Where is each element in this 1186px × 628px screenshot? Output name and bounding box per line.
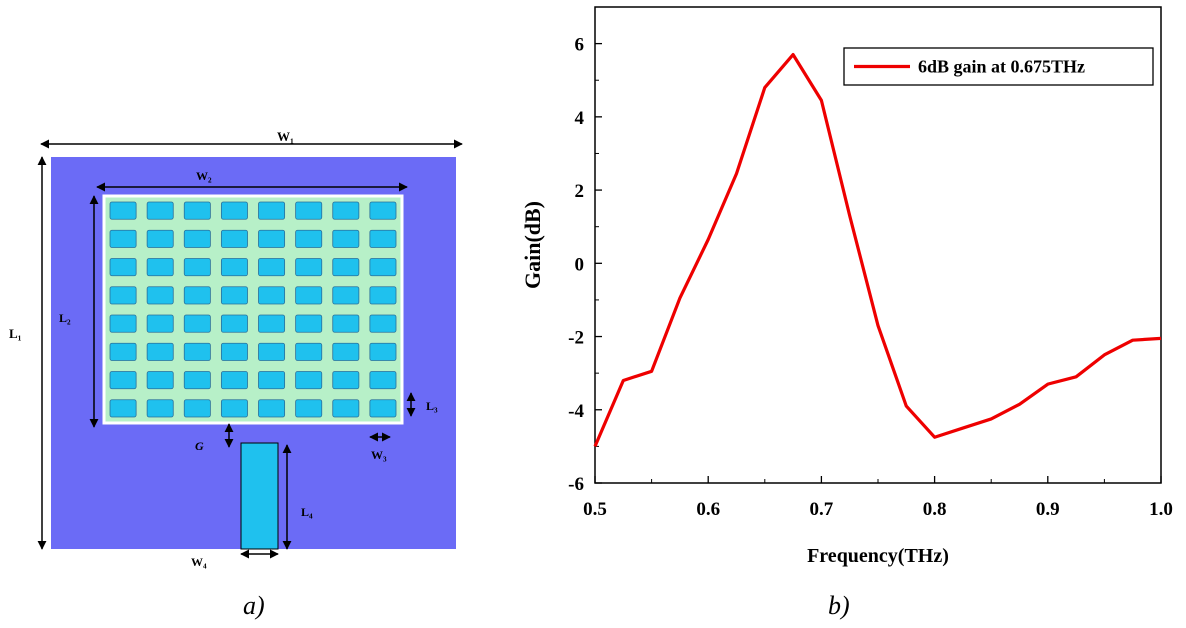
y-axis-label: Gain(dB) bbox=[520, 201, 545, 289]
patch-cell bbox=[258, 371, 286, 390]
patch-cell bbox=[146, 371, 174, 390]
patch-cell bbox=[109, 371, 137, 390]
patch-cell bbox=[332, 314, 360, 333]
patch-cell bbox=[109, 342, 137, 361]
patch-cell bbox=[183, 258, 211, 277]
l4-label: L₄ bbox=[301, 505, 313, 519]
y-tick-label: 2 bbox=[575, 181, 585, 202]
x-tick-label: 0.9 bbox=[1036, 499, 1060, 520]
patch-cell bbox=[258, 342, 286, 361]
y-tick-label: 4 bbox=[575, 108, 585, 129]
patch-cell bbox=[183, 342, 211, 361]
patch-cell bbox=[183, 399, 211, 418]
patch-cell bbox=[109, 258, 137, 277]
patch-cell bbox=[146, 314, 174, 333]
patch-cell bbox=[220, 258, 248, 277]
patch-cell bbox=[295, 229, 323, 248]
feed-line bbox=[240, 442, 279, 550]
patch-cell bbox=[332, 342, 360, 361]
patch-cell bbox=[220, 286, 248, 305]
patch-cell bbox=[109, 229, 137, 248]
patch-cell bbox=[332, 258, 360, 277]
patch-cell bbox=[146, 201, 174, 220]
y-tick-label: -4 bbox=[568, 401, 584, 422]
patch-cell bbox=[332, 371, 360, 390]
patch-cell bbox=[109, 399, 137, 418]
patch-cell-grid bbox=[109, 201, 397, 418]
g-label: G bbox=[195, 439, 204, 453]
patch-cell bbox=[369, 371, 397, 390]
patch-cell bbox=[220, 314, 248, 333]
patch-cell bbox=[369, 201, 397, 220]
patch-cell bbox=[183, 286, 211, 305]
x-tick-label: 1.0 bbox=[1149, 499, 1173, 520]
patch-cell bbox=[258, 286, 286, 305]
legend-label: 6dB gain at 0.675THz bbox=[918, 57, 1085, 77]
patch-cell bbox=[369, 342, 397, 361]
y-tick-label: 0 bbox=[575, 254, 585, 275]
patch-cell bbox=[258, 201, 286, 220]
patch-cell bbox=[146, 229, 174, 248]
patch-cell bbox=[183, 229, 211, 248]
patch-cell bbox=[183, 371, 211, 390]
patch-cell bbox=[220, 371, 248, 390]
patch-cell bbox=[369, 399, 397, 418]
patch-cell bbox=[109, 201, 137, 220]
patch-cell bbox=[146, 342, 174, 361]
x-tick-label: 0.6 bbox=[696, 499, 720, 520]
patch-cell bbox=[295, 314, 323, 333]
antenna-diagram: W₁ L₁ W₂ L₂ L₃ G W₃ L₄ W₄ bbox=[9, 129, 463, 569]
patch-cell bbox=[295, 258, 323, 277]
series-line bbox=[593, 52, 1162, 448]
patch-cell bbox=[332, 286, 360, 305]
patch-cell bbox=[109, 286, 137, 305]
w1-label: W₁ bbox=[277, 129, 294, 144]
w3-label: W₃ bbox=[371, 448, 387, 462]
patch-cell bbox=[295, 399, 323, 418]
patch-cell bbox=[220, 399, 248, 418]
w4-label: W₄ bbox=[191, 555, 207, 569]
y-tick-label: -6 bbox=[568, 474, 584, 495]
patch-cell bbox=[258, 258, 286, 277]
w2-label: W₂ bbox=[196, 169, 212, 183]
patch-cell bbox=[332, 399, 360, 418]
l1-label: L₁ bbox=[9, 326, 22, 341]
x-tick-label: 0.8 bbox=[923, 499, 947, 520]
x-tick-label: 0.5 bbox=[583, 499, 607, 520]
patch-cell bbox=[258, 314, 286, 333]
panel-a-caption: a) bbox=[243, 591, 265, 620]
patch-cell bbox=[146, 286, 174, 305]
patch-cell bbox=[258, 399, 286, 418]
patch-cell bbox=[295, 371, 323, 390]
panel-b-caption: b) bbox=[828, 591, 850, 620]
patch-cell bbox=[146, 258, 174, 277]
patch-cell bbox=[220, 201, 248, 220]
patch-cell bbox=[369, 286, 397, 305]
l3-label: L₃ bbox=[426, 399, 438, 413]
gain-chart: 0.5 0.6 0.7 0.8 0.9 1.0 -6 -4 -2 0 2 4 6 Frequency(TH… bbox=[520, 6, 1173, 567]
patch-cell bbox=[295, 201, 323, 220]
patch-cell bbox=[183, 314, 211, 333]
x-axis-label: Frequency(THz) bbox=[807, 545, 949, 567]
patch-cell bbox=[183, 201, 211, 220]
patch-cell bbox=[220, 229, 248, 248]
patch-cell bbox=[146, 399, 174, 418]
patch-cell bbox=[369, 229, 397, 248]
patch-cell bbox=[295, 342, 323, 361]
patch-cell bbox=[220, 342, 248, 361]
patch-cell bbox=[109, 314, 137, 333]
patch-cell bbox=[332, 201, 360, 220]
y-tick-label: 6 bbox=[575, 35, 585, 56]
patch-cell bbox=[295, 286, 323, 305]
y-tick-label: -2 bbox=[568, 328, 584, 349]
patch-cell bbox=[369, 314, 397, 333]
patch-cell bbox=[332, 229, 360, 248]
patch-cell bbox=[369, 258, 397, 277]
patch-cell bbox=[258, 229, 286, 248]
x-tick-label: 0.7 bbox=[810, 499, 834, 520]
l2-label: L₂ bbox=[59, 311, 71, 325]
